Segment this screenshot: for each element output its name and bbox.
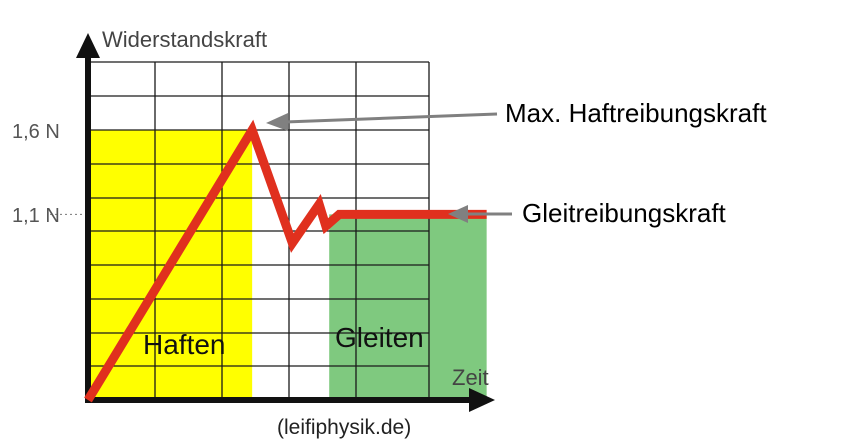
force-curve-line xyxy=(84,119,487,403)
x-axis-label: Zeit xyxy=(452,365,489,390)
annotation-max-haftreibung: Max. Haftreibungskraft xyxy=(266,98,767,131)
annotation-arrowhead xyxy=(448,205,468,223)
region-label-haften: Haften xyxy=(143,329,226,360)
chart-axes xyxy=(76,33,495,412)
y-tick-label-1-6: 1,6 N xyxy=(12,121,60,143)
y-axis-arrowhead xyxy=(76,33,100,58)
annotation-gleitreibung: Gleitreibungskraft xyxy=(448,198,727,228)
source-credit: (leifiphysik.de) xyxy=(277,416,411,439)
x-axis-arrowhead xyxy=(469,388,495,412)
region-label-gleiten: Gleiten xyxy=(335,322,424,353)
annotation-arrow-shaft xyxy=(284,112,498,124)
y-axis-label: Widerstandskraft xyxy=(102,27,267,52)
annotation-label-gleitreibungskraft: Gleitreibungskraft xyxy=(522,198,727,228)
annotation-label-max-haftreibungskraft: Max. Haftreibungskraft xyxy=(505,98,767,128)
y-tick-label-1-1: 1,1 N xyxy=(12,205,60,227)
annotation-arrowhead xyxy=(266,113,288,131)
